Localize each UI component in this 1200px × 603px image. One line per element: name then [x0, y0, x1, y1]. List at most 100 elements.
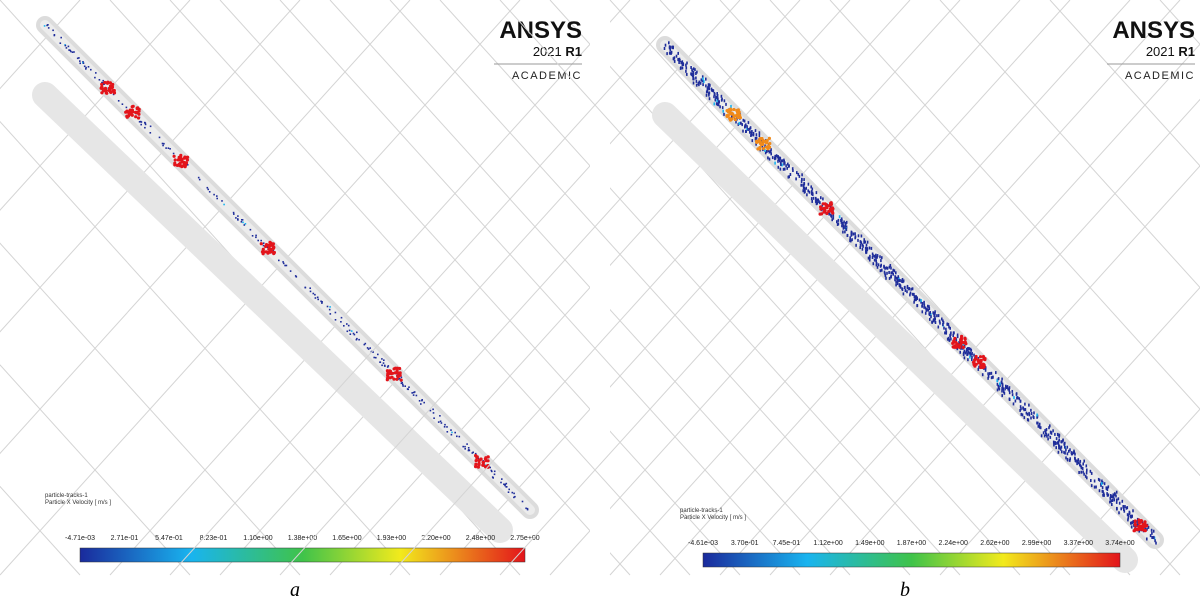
particle: [85, 68, 87, 70]
particle: [330, 313, 332, 315]
particle: [1024, 416, 1026, 419]
particle-cluster: [478, 462, 481, 465]
particle: [140, 124, 142, 126]
particle: [1052, 429, 1054, 432]
particle: [998, 385, 1000, 388]
particle: [812, 192, 814, 195]
particle: [1013, 402, 1015, 405]
particle: [753, 132, 755, 135]
particle: [1050, 436, 1052, 439]
particle: [714, 92, 716, 95]
particle: [73, 51, 75, 53]
particle: [283, 263, 285, 265]
particle: [1074, 457, 1076, 460]
particle: [416, 395, 418, 397]
particle: [94, 77, 96, 79]
particle: [1067, 452, 1069, 455]
particle: [1044, 429, 1046, 432]
particle: [863, 241, 865, 244]
particle: [846, 228, 848, 231]
particle: [747, 128, 749, 131]
particle: [472, 452, 474, 454]
particle: [867, 241, 869, 244]
particle-cluster: [180, 158, 183, 161]
particle: [1153, 530, 1155, 533]
logo-brand: ANSYS: [1112, 17, 1195, 44]
particle: [680, 61, 682, 64]
particle: [880, 259, 882, 262]
particle: [95, 72, 97, 74]
particle: [863, 238, 865, 241]
particle: [1039, 425, 1041, 428]
particle: [916, 304, 918, 307]
particle: [402, 385, 404, 387]
particle: [992, 376, 994, 379]
particle: [676, 55, 678, 58]
particle: [514, 496, 516, 498]
particle: [696, 71, 698, 74]
particle-cluster: [975, 355, 978, 358]
particle: [1102, 486, 1104, 489]
particle: [1106, 492, 1108, 495]
particle: [858, 234, 860, 237]
grid-line: [1050, 0, 1200, 575]
particle: [508, 491, 510, 493]
particle: [669, 45, 671, 48]
particle: [207, 187, 209, 189]
particle-cluster: [386, 378, 389, 381]
particle-cluster: [396, 367, 399, 370]
particle: [822, 197, 824, 200]
particle: [1033, 416, 1035, 419]
particle: [1090, 470, 1092, 473]
particle: [346, 323, 348, 325]
particle: [774, 157, 776, 160]
particle: [998, 377, 1000, 380]
particle: [454, 432, 456, 434]
particle: [1116, 507, 1118, 510]
particle-cluster: [827, 204, 830, 207]
particle: [504, 485, 506, 487]
particle-cluster: [111, 83, 114, 86]
particle: [310, 291, 312, 293]
particle: [718, 100, 720, 103]
particle: [373, 357, 375, 359]
particle: [350, 333, 352, 335]
particle-cluster: [979, 355, 982, 358]
particle: [991, 376, 993, 379]
particle: [1037, 422, 1039, 425]
particle-cluster: [973, 365, 976, 368]
particle: [830, 214, 832, 217]
particle: [1082, 467, 1084, 470]
particle: [936, 314, 938, 317]
particle: [795, 177, 797, 180]
particle: [682, 66, 684, 69]
particle-cluster: [830, 201, 833, 204]
particle: [678, 61, 680, 64]
particle: [501, 478, 503, 480]
particle: [327, 306, 329, 308]
particle: [939, 322, 941, 325]
particle: [859, 246, 861, 249]
particle: [705, 78, 707, 81]
particle: [290, 270, 292, 272]
colorbar-tick-label: 1.65e+00: [332, 535, 361, 542]
particle: [1058, 451, 1060, 454]
particle: [46, 25, 48, 27]
particle: [987, 377, 989, 380]
particle: [933, 314, 935, 317]
particle: [1049, 424, 1051, 427]
legend-title: particle-tracks-1: [45, 493, 88, 499]
particle: [1099, 489, 1101, 492]
particle: [102, 80, 104, 82]
particle: [241, 219, 243, 221]
particle: [1029, 413, 1031, 416]
particle: [295, 275, 297, 277]
particle: [358, 339, 360, 341]
particle: [705, 84, 707, 87]
particle: [1116, 491, 1118, 494]
particle: [855, 244, 857, 247]
particle: [1067, 458, 1069, 461]
particle: [401, 382, 403, 384]
particle-cluster: [173, 155, 176, 158]
particle: [163, 143, 165, 145]
